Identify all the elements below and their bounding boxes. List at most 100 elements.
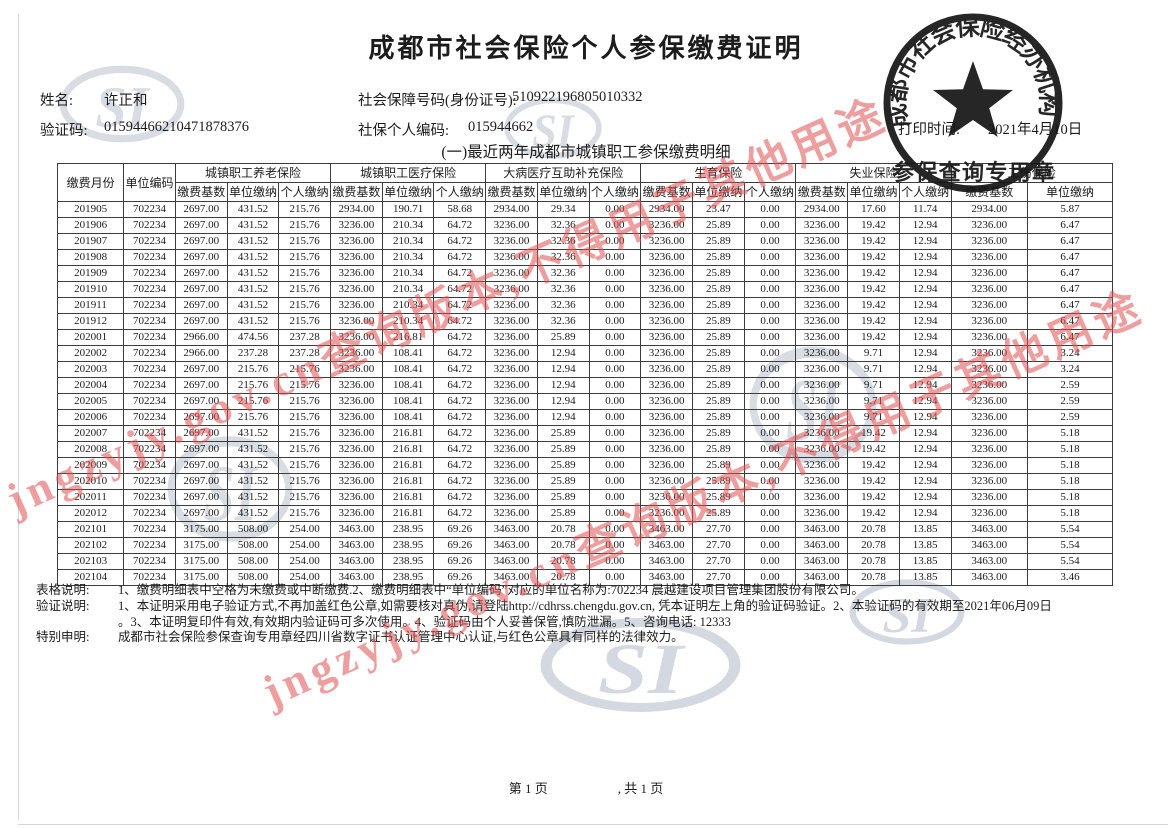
table-cell: 20.78 [536, 521, 590, 538]
table-cell: 25.89 [536, 489, 590, 506]
table-cell: 6.47 [1027, 233, 1113, 250]
table-cell: 3463.00 [795, 553, 849, 570]
name-label: 姓名: [40, 93, 74, 109]
table-cell: 13.85 [898, 521, 952, 538]
table-cell: 3236.00 [485, 377, 538, 394]
table-cell: 2697.00 [174, 249, 228, 266]
table-cell: 64.72 [433, 457, 487, 474]
table-cell: 25.89 [691, 377, 745, 394]
table-cell: 0.00 [588, 313, 642, 330]
table-cell: 19.42 [847, 425, 900, 442]
table-cell: 431.52 [226, 297, 280, 314]
table-cell: 3236.00 [950, 457, 1029, 474]
table-cell: 64.72 [433, 297, 487, 314]
table-cell: 3236.00 [485, 281, 538, 298]
table-cell: 238.95 [381, 553, 435, 570]
notes: 表格说明: 1、缴费明细表中空格为未缴费或中断缴费.2、缴费明细表中“单位编码”对… [36, 583, 1151, 646]
table-row: 202004 702234 2697.00 215.76 215.76 3236.00 10… [56, 377, 1113, 394]
table-cell: 702234 [123, 521, 176, 538]
table-cell: 254.00 [278, 521, 332, 538]
table-cell: 2697.00 [174, 377, 228, 394]
note-text: 1、本证明采用电子验证方式,不再加盖红色公章,如需要核对真伪,请登陆http:/… [118, 598, 1052, 613]
table-row: 202003 702234 2697.00 215.76 215.76 3236.00 10… [56, 361, 1113, 378]
table-cell: 3236.00 [330, 217, 383, 234]
table-cell: 5.18 [1027, 473, 1113, 490]
table-cell: 12.94 [898, 457, 952, 474]
ssn-value: 510922196805010332 [512, 89, 643, 105]
table-cell: 3236.00 [950, 505, 1029, 522]
table-cell: 237.28 [226, 345, 280, 362]
table-cell: 20.78 [847, 553, 900, 570]
table-cell: 3236.00 [330, 489, 383, 506]
table-cell: 0.00 [743, 361, 797, 378]
table-cell: 3236.00 [950, 297, 1029, 314]
table-cell: 3236.00 [330, 441, 383, 458]
table-cell: 3236.00 [640, 425, 693, 442]
table-cell: 3236.00 [640, 281, 693, 298]
table-cell: 25.89 [536, 425, 590, 442]
table-cell: 3236.00 [950, 345, 1029, 362]
header-subcolumn: 缴费基数 [330, 182, 383, 202]
table-cell: 64.72 [433, 217, 487, 234]
table-cell: 12.94 [898, 409, 952, 426]
table-cell: 20.78 [536, 569, 590, 586]
table-cell: 69.26 [433, 553, 487, 570]
table-cell: 215.76 [278, 377, 332, 394]
table-cell: 5.18 [1027, 457, 1113, 474]
page-footer: 第 1 页 , 共 1 页 [0, 778, 1172, 797]
table-cell: 25.89 [691, 265, 745, 282]
table-row: 201912 702234 2697.00 431.52 215.76 3236.00 21… [56, 313, 1113, 330]
table-cell: 2697.00 [174, 505, 228, 522]
table-cell: 19.42 [847, 217, 900, 234]
table-cell: 202006 [56, 409, 125, 426]
table-row: 201905 702234 2697.00 431.52 215.76 2934.00 19… [56, 201, 1113, 218]
table-cell: 25.89 [536, 473, 590, 490]
table-cell: 0.00 [588, 297, 642, 314]
table-row: 202011 702234 2697.00 431.52 215.76 3236.00 21… [56, 489, 1113, 506]
table-cell: 702234 [123, 537, 176, 554]
note-text: 成都市社会保险参保查询专用章经四川省数字证书认证管理中心认证,与红色公章具有同样… [118, 630, 684, 645]
table-cell: 215.76 [278, 489, 332, 506]
table-cell: 508.00 [226, 569, 280, 586]
table-cell: 64.72 [433, 441, 487, 458]
table-cell: 702234 [123, 313, 176, 330]
table-cell: 3175.00 [174, 521, 228, 538]
table-cell: 215.76 [278, 361, 332, 378]
table-cell: 3236.00 [485, 361, 538, 378]
table-cell: 702234 [123, 297, 176, 314]
header-subcolumn: 单位缴纳 [381, 182, 435, 202]
header-subcolumn: 缴费基数 [174, 182, 228, 202]
table-cell: 0.00 [743, 569, 797, 586]
table-cell: 58.68 [433, 201, 487, 218]
table-cell: 6.47 [1027, 313, 1113, 330]
table-cell: 0.00 [588, 377, 642, 394]
table-cell: 474.56 [226, 329, 280, 346]
table-cell: 2697.00 [174, 441, 228, 458]
table-cell: 25.89 [691, 297, 745, 314]
personal-code-label: 社保个人编码: [358, 123, 450, 139]
table-cell: 431.52 [226, 457, 280, 474]
table-cell: 431.52 [226, 265, 280, 282]
table-cell: 3236.00 [795, 489, 849, 506]
table-cell: 216.81 [381, 489, 435, 506]
table-cell: 12.94 [898, 249, 952, 266]
table-cell: 13.85 [898, 553, 952, 570]
table-cell: 508.00 [226, 537, 280, 554]
header-subcolumn: 个人缴纳 [898, 182, 952, 202]
table-cell: 64.72 [433, 409, 487, 426]
table-cell: 202012 [56, 505, 125, 522]
table-cell: 0.00 [743, 217, 797, 234]
table-cell: 202103 [56, 553, 125, 570]
table-cell: 3236.00 [485, 265, 538, 282]
table-cell: 0.00 [588, 521, 642, 538]
table-cell: 202004 [56, 377, 125, 394]
table-cell: 0.00 [743, 265, 797, 282]
table-cell: 3463.00 [640, 521, 693, 538]
table-cell: 216.81 [381, 329, 435, 346]
table-cell: 9.71 [847, 393, 900, 410]
table-cell: 64.72 [433, 281, 487, 298]
print-time-value: 2021年4月10日 [988, 122, 1083, 138]
table-cell: 702234 [123, 473, 176, 490]
table-cell: 215.76 [278, 457, 332, 474]
table-cell: 25.89 [691, 329, 745, 346]
